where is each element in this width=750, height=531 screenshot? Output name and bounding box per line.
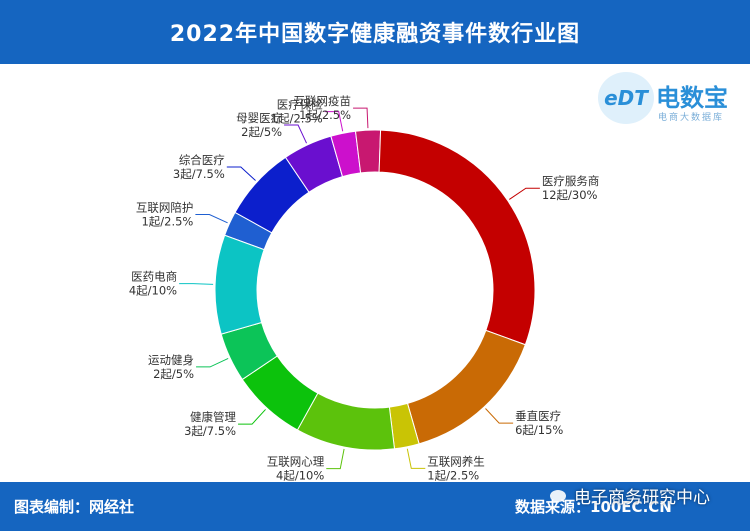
slice-value-label-5: 12起/30% bbox=[542, 188, 598, 202]
leader-line-4 bbox=[353, 107, 369, 129]
leader-line-5 bbox=[509, 187, 540, 200]
slice-name-label-2: 母婴医疗 bbox=[236, 111, 282, 125]
slice-name-label-1: 综合医疗 bbox=[179, 153, 225, 167]
watermark-text: 电子商务研究中心 bbox=[574, 488, 710, 508]
logo-subtitle: 电商大数据库 bbox=[658, 113, 725, 123]
slice-name-label-6: 垂直医疗 bbox=[515, 409, 561, 423]
footer-source: 数据来源：100EC.CN bbox=[515, 498, 672, 516]
logo: eDT 电数宝 电商大数据库 bbox=[598, 68, 746, 130]
leader-line-1 bbox=[226, 166, 256, 181]
slice-name-label-5: 医疗服务商 bbox=[542, 174, 600, 188]
slice-11 bbox=[214, 234, 265, 335]
slice-name-label-11: 医药电商 bbox=[131, 270, 177, 284]
leader-line-6 bbox=[485, 408, 514, 424]
slice-value-label-1: 3起/7.5% bbox=[173, 167, 225, 181]
logo-edt-text: eDT bbox=[604, 86, 648, 110]
leader-line-0 bbox=[195, 214, 228, 224]
slice-value-label-2: 2起/5% bbox=[241, 125, 282, 139]
slice-value-label-9: 3起/7.5% bbox=[184, 424, 236, 438]
slice-name-label-7: 互联网养生 bbox=[427, 454, 485, 468]
watermark: 电子商务研究中心 bbox=[550, 483, 710, 508]
slice-6 bbox=[406, 329, 526, 445]
leader-line-7 bbox=[406, 448, 426, 469]
slice-value-label-10: 2起/5% bbox=[153, 367, 194, 381]
slice-value-label-8: 4起/10% bbox=[276, 469, 324, 482]
slice-name-label-9: 健康管理 bbox=[190, 410, 236, 424]
slice-value-label-7: 1起/2.5% bbox=[427, 468, 479, 482]
slice-value-label-4: 1起/2.5% bbox=[299, 108, 351, 122]
donut-chart: 互联网陪护1起/2.5%综合医疗3起/7.5%母婴医疗2起/5%医疗保险1起/2… bbox=[129, 94, 600, 482]
slice-value-label-3: 1起/2.5% bbox=[271, 112, 323, 126]
leader-line-9 bbox=[238, 409, 266, 425]
footer-bar: 图表编制：网经社 数据来源：100EC.CN bbox=[0, 482, 750, 531]
slice-name-label-8: 互联网心理 bbox=[267, 455, 325, 469]
leader-line-10 bbox=[196, 358, 229, 368]
footer-editor: 图表编制：网经社 bbox=[14, 498, 135, 516]
slice-value-label-6: 6起/15% bbox=[515, 423, 563, 437]
wechat-icon bbox=[550, 489, 566, 502]
leader-line-11 bbox=[179, 283, 214, 285]
logo-name: 电数宝 bbox=[656, 84, 728, 112]
leader-line-2 bbox=[284, 124, 307, 144]
header-bar: 2022年中国数字健康融资事件数行业图 bbox=[0, 0, 750, 64]
chart-area: 互联网陪护 1起/2.5% 综合医疗 3起/7.5% 母婴医疗 2起/5% 医疗保险 1起/2… bbox=[0, 64, 750, 482]
slice-value-label-0: 1起/2.5% bbox=[141, 215, 193, 229]
slice-name-label-3: 医疗保险 bbox=[277, 98, 323, 112]
slice-name-label-0: 互联网陪护 bbox=[136, 201, 194, 215]
slice-5 bbox=[378, 129, 536, 346]
leader-line-8 bbox=[326, 448, 345, 470]
slice-value-label-11: 4起/10% bbox=[129, 284, 177, 298]
slice-name-label-10: 运动健身 bbox=[148, 353, 194, 367]
chart-title: 2022年中国数字健康融资事件数行业图 bbox=[169, 22, 581, 47]
logo-cloud-icon: eDT bbox=[598, 72, 654, 124]
leader-line-3 bbox=[324, 111, 344, 132]
slice-name-label-4: 互联网疫苗 bbox=[294, 94, 352, 108]
